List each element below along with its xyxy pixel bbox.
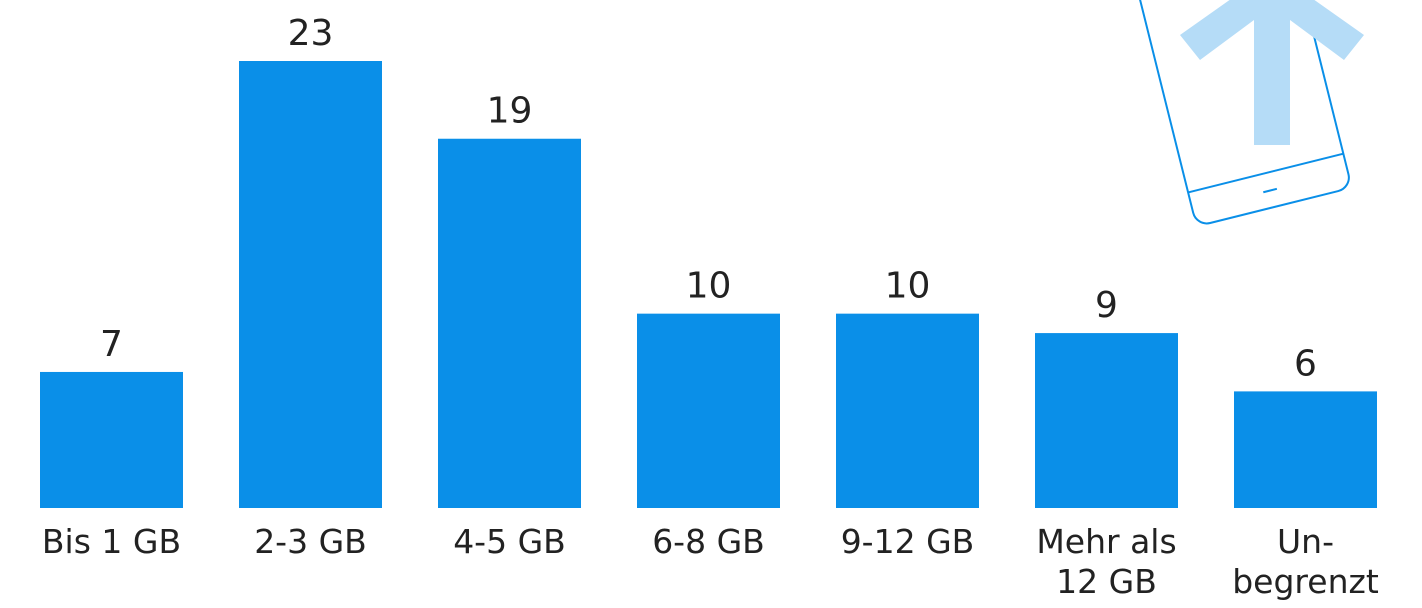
arrow-icon: [1180, 0, 1364, 145]
bar: [637, 313, 780, 508]
value-label: 10: [885, 266, 931, 307]
x-tick-label: Bis 1 GB: [41, 522, 182, 561]
bar: [438, 138, 581, 508]
value-label: 9: [1095, 285, 1118, 326]
x-tick-label: 4-5 GB: [453, 522, 566, 561]
x-tick-label: Un- begrenzt: [1232, 522, 1379, 601]
x-tick-label: 6-8 GB: [652, 522, 765, 561]
value-label: 7: [100, 324, 123, 365]
bar: [40, 371, 183, 508]
bar: [1234, 391, 1377, 508]
bar: [239, 61, 382, 508]
x-tick-label: 9-12 GB: [840, 522, 975, 561]
value-label: 10: [686, 266, 732, 307]
value-label: 23: [288, 13, 334, 54]
value-label: 6: [1294, 343, 1317, 384]
value-label: 19: [487, 91, 533, 132]
phone-icon: [1138, 0, 1350, 225]
x-tick-label: Mehr als 12 GB: [1036, 522, 1177, 601]
bar: [836, 313, 979, 508]
bar: [1035, 333, 1178, 508]
x-tick-label: 2-3 GB: [254, 522, 367, 561]
